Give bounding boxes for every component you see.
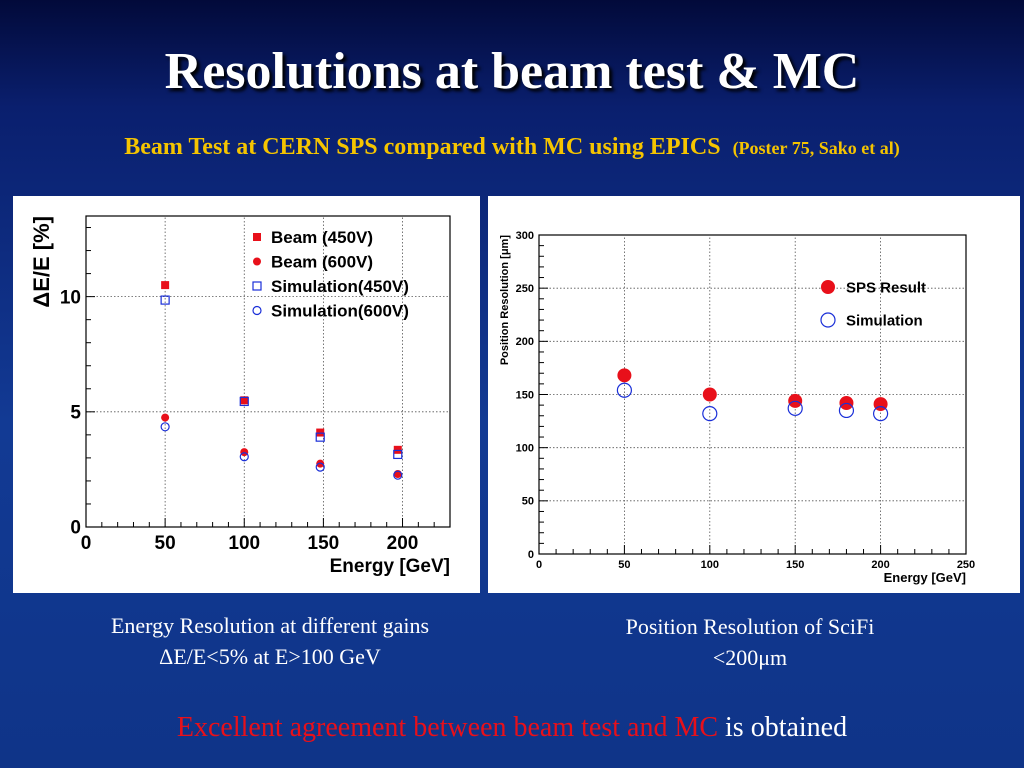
x-tick-label: 100 <box>701 559 719 571</box>
x-tick-label: 250 <box>957 559 975 571</box>
legend-marker <box>253 233 261 241</box>
slide-title: Resolutions at beam test & MC <box>164 43 860 100</box>
x-tick-label: 50 <box>618 559 630 571</box>
data-point-simulation-450v <box>393 449 403 460</box>
data-point-beam-450v <box>316 428 325 437</box>
x-tick-label: 150 <box>786 559 804 571</box>
x-tick-label: 200 <box>387 533 419 554</box>
data-point-sps-result <box>617 368 632 383</box>
caption-right-line2: <200μm <box>712 645 788 670</box>
subtitle-text: Beam Test at CERN SPS compared with MC u… <box>124 134 721 160</box>
x-axis-label: Energy [GeV] <box>330 556 450 577</box>
data-point-beam-450v <box>393 445 402 454</box>
data-point-simulation-600v <box>315 462 325 472</box>
y-tick-label: 200 <box>516 336 534 348</box>
legend-label: SPS Result <box>846 279 926 296</box>
data-point-simulation-600v <box>160 422 170 432</box>
legend-label: Simulation(450V) <box>271 277 409 296</box>
data-point-simulation-450v <box>160 295 170 305</box>
x-tick-label: 200 <box>871 559 889 571</box>
x-tick-label: 0 <box>81 533 92 554</box>
x-tick-label: 50 <box>155 533 176 554</box>
caption-left-line2: ΔE/E<5% at E>100 GeV <box>159 644 381 669</box>
legend-label: Simulation <box>846 312 923 329</box>
plot-frame <box>85 215 451 528</box>
energy-resolution-chart-panel: 0 50 100 150 200 0 5 10 Energy [GeV] ΔE/E [%] Beam… <box>13 196 480 593</box>
legend-marker <box>820 312 836 328</box>
y-tick-label: 100 <box>516 443 534 455</box>
data-point-sps-result <box>702 387 717 402</box>
subtitle-note: (Poster 75, Sako et al) <box>732 138 900 158</box>
data-point-simulation-600v <box>239 452 249 462</box>
y-tick-label: 0 <box>70 518 81 539</box>
y-tick-label: 50 <box>522 496 534 508</box>
legend-marker <box>252 281 262 291</box>
data-point-simulation-450v <box>315 432 325 442</box>
data-point-simulation <box>702 406 718 422</box>
legend-label: Beam (450V) <box>271 228 373 247</box>
data-point-simulation <box>616 382 632 398</box>
caption-left-line1: Energy Resolution at different gains <box>110 613 430 638</box>
x-tick-label: 100 <box>228 533 260 554</box>
legend-marker <box>253 257 261 266</box>
energy-resolution-caption: Energy Resolution at different gains ΔE/… <box>40 610 500 672</box>
data-point-beam-450v <box>240 396 249 405</box>
x-axis-label: Energy [GeV] <box>884 570 966 585</box>
caption-right-line1: Position Resolution of SciFi <box>625 614 875 639</box>
data-point-beam-450v <box>161 281 170 290</box>
data-point-simulation-600v <box>393 470 403 480</box>
slide-subtitle: Beam Test at CERN SPS compared with MC u… <box>0 134 1024 161</box>
y-tick-label: 250 <box>516 283 534 295</box>
data-point-simulation <box>873 406 889 422</box>
legend-marker <box>252 305 262 316</box>
y-tick-label: 0 <box>528 549 534 561</box>
x-tick-label: 150 <box>308 533 340 554</box>
y-tick-label: 150 <box>516 389 534 401</box>
legend-label: Beam (600V) <box>271 253 373 272</box>
y-tick-label: 10 <box>60 287 81 308</box>
y-axis-label: ΔE/E [%] <box>29 216 54 308</box>
legend-marker <box>821 280 835 294</box>
conclusion: Excellent agreement between beam test an… <box>0 712 1024 744</box>
data-point-simulation-450v <box>239 396 249 407</box>
position-resolution-chart-panel: 0 50 100 150 200 250 0 50 100 150 200 250 300 Energy … <box>488 196 1020 593</box>
conclusion-highlight: Excellent agreement between beam test an… <box>176 712 719 743</box>
data-point-beam-600v <box>240 448 249 457</box>
y-axis-label: Position Resolution [μm] <box>499 235 511 366</box>
y-tick-label: 300 <box>516 230 534 242</box>
conclusion-rest: is obtained <box>718 712 848 743</box>
position-resolution-caption: Position Resolution of SciFi <200μm <box>545 611 955 673</box>
data-point-simulation <box>787 400 803 416</box>
energy-resolution-chart: 0 50 100 150 200 0 5 10 Energy [GeV] ΔE/E [%] Beam… <box>29 215 451 577</box>
y-tick-label: 5 <box>70 402 81 423</box>
position-resolution-chart: 0 50 100 150 200 250 0 50 100 150 200 250 300 Energy … <box>499 230 975 585</box>
x-tick-label: 0 <box>536 559 542 571</box>
legend-label: Simulation(600V) <box>271 302 409 321</box>
data-point-beam-600v <box>161 413 170 422</box>
data-point-simulation <box>838 402 855 419</box>
